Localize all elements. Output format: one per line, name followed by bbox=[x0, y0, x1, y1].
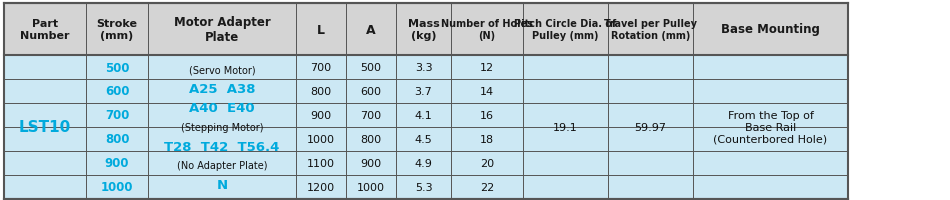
Text: 800: 800 bbox=[360, 134, 382, 144]
Text: Motor Adapter
Plate: Motor Adapter Plate bbox=[174, 16, 271, 44]
Text: 500: 500 bbox=[360, 63, 382, 73]
Text: 5.3: 5.3 bbox=[415, 182, 432, 192]
Text: 900: 900 bbox=[360, 158, 382, 168]
Text: (Servo Motor): (Servo Motor) bbox=[189, 65, 256, 75]
Text: 1000: 1000 bbox=[357, 182, 385, 192]
Text: A: A bbox=[366, 23, 376, 36]
Text: 600: 600 bbox=[104, 85, 129, 98]
Text: 900: 900 bbox=[311, 110, 332, 120]
Text: 19.1: 19.1 bbox=[553, 122, 578, 132]
Text: 800: 800 bbox=[311, 87, 332, 97]
Text: 22: 22 bbox=[480, 182, 494, 192]
Text: Part
Number: Part Number bbox=[20, 19, 69, 41]
Text: 800: 800 bbox=[104, 133, 129, 146]
Text: Stroke
(mm): Stroke (mm) bbox=[97, 19, 138, 41]
Text: (No Adapter Plate): (No Adapter Plate) bbox=[177, 161, 267, 171]
Text: T28  T42  T56.4: T28 T42 T56.4 bbox=[164, 140, 279, 153]
Text: (Stepping Motor): (Stepping Motor) bbox=[180, 122, 263, 132]
Text: Mass
(kg): Mass (kg) bbox=[408, 19, 439, 41]
Text: L: L bbox=[317, 23, 325, 36]
Text: 4.1: 4.1 bbox=[414, 110, 432, 120]
Bar bbox=[4, 4, 848, 56]
Text: 1000: 1000 bbox=[307, 134, 335, 144]
Text: 3.3: 3.3 bbox=[415, 63, 432, 73]
Text: Pitch Circle Dia. of
Pulley (mm): Pitch Circle Dia. of Pulley (mm) bbox=[514, 19, 617, 41]
Text: Travel per Pulley
Rotation (mm): Travel per Pulley Rotation (mm) bbox=[604, 19, 697, 41]
Text: 12: 12 bbox=[480, 63, 494, 73]
Text: From the Top of
Base Rail
(Counterbored Hole): From the Top of Base Rail (Counterbored … bbox=[713, 111, 827, 144]
Text: N: N bbox=[217, 178, 228, 191]
Text: Number of Holes
(N): Number of Holes (N) bbox=[441, 19, 533, 41]
Text: A40  E40: A40 E40 bbox=[189, 102, 255, 115]
Text: 18: 18 bbox=[480, 134, 494, 144]
Text: 600: 600 bbox=[360, 87, 382, 97]
Text: 1000: 1000 bbox=[101, 181, 133, 194]
Text: 1100: 1100 bbox=[307, 158, 335, 168]
Text: 14: 14 bbox=[480, 87, 494, 97]
Text: LST10: LST10 bbox=[19, 120, 71, 135]
Text: 700: 700 bbox=[104, 109, 129, 122]
Text: 59.97: 59.97 bbox=[635, 122, 667, 132]
Text: 16: 16 bbox=[480, 110, 494, 120]
Text: 20: 20 bbox=[480, 158, 494, 168]
Text: 900: 900 bbox=[104, 157, 129, 170]
Text: 4.9: 4.9 bbox=[414, 158, 432, 168]
Text: 4.5: 4.5 bbox=[414, 134, 432, 144]
Text: Base Mounting: Base Mounting bbox=[721, 23, 820, 36]
Text: 1200: 1200 bbox=[307, 182, 335, 192]
Text: 3.7: 3.7 bbox=[414, 87, 432, 97]
Text: 500: 500 bbox=[104, 61, 129, 74]
Text: 700: 700 bbox=[311, 63, 332, 73]
Text: A25  A38: A25 A38 bbox=[189, 83, 256, 96]
Bar bbox=[4, 56, 848, 199]
Text: 700: 700 bbox=[360, 110, 382, 120]
